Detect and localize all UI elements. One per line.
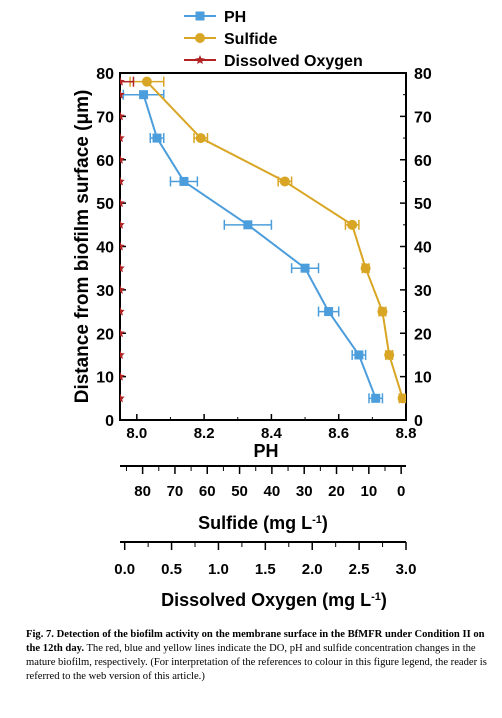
y-tick-label-left: 80 <box>96 66 114 83</box>
data-point <box>279 176 290 187</box>
sulfide-axis-label: Sulfide (mg L-1) <box>198 513 328 533</box>
data-point <box>141 76 152 87</box>
y-tick-label-left: 60 <box>96 153 114 170</box>
data-point <box>120 76 125 86</box>
sulfide-tick-label: 20 <box>328 483 345 500</box>
sulfide-tick-label: 80 <box>134 483 151 500</box>
figure-caption: Fig. 7. Detection of the biofilm activit… <box>26 628 488 684</box>
oxygen-tick-label: 0.0 <box>114 561 135 578</box>
data-point <box>120 328 125 338</box>
oxygen-tick-label: 2.0 <box>302 561 323 578</box>
y-tick-label-left: 30 <box>96 283 114 300</box>
y-tick-label-right: 70 <box>414 109 432 126</box>
data-point <box>120 371 125 381</box>
ph-tick-label: 8.0 <box>126 425 147 442</box>
legend-label: Sulfide <box>224 31 277 48</box>
sulfide-tick-label: 40 <box>264 483 281 500</box>
data-point <box>120 198 125 208</box>
series-line <box>146 80 404 399</box>
data-point <box>120 176 125 186</box>
ph-tick-label: 8.4 <box>261 425 283 442</box>
data-point <box>120 133 125 143</box>
oxygen-tick-label: 0.5 <box>161 561 182 578</box>
data-point <box>243 220 253 230</box>
y-tick-label-left: 10 <box>96 370 114 387</box>
legend-label: Dissolved Oxygen <box>224 53 363 70</box>
oxygen-tick-label: 3.0 <box>396 561 417 578</box>
data-point <box>384 349 395 360</box>
ph-tick-label: 8.2 <box>194 425 215 442</box>
data-point <box>139 90 149 100</box>
y-tick-label-left: 50 <box>96 196 114 213</box>
y-tick-label-right: 40 <box>414 240 432 257</box>
data-point <box>120 154 125 164</box>
oxygen-tick-label: 1.5 <box>255 561 276 578</box>
sulfide-tick-label: 0 <box>397 483 405 500</box>
y-tick-label-right: 80 <box>414 66 432 83</box>
y-tick-label-right: 20 <box>414 326 432 343</box>
y-tick-label-right: 10 <box>414 370 432 387</box>
series-star-group <box>120 76 135 403</box>
data-point <box>377 306 388 317</box>
data-point <box>397 393 406 404</box>
data-point <box>120 284 125 294</box>
caption-lead: Fig. 7. Detection of the biofilm activit… <box>26 629 485 654</box>
ph-tick-label: 8.8 <box>396 425 417 442</box>
series-square-group <box>122 89 384 404</box>
data-point <box>347 219 358 230</box>
y-tick-label-left: 40 <box>96 240 114 257</box>
y-tick-label-left: 70 <box>96 109 114 126</box>
sulfide-tick-label: 10 <box>360 483 377 500</box>
data-point <box>120 393 125 403</box>
y-tick-label-right: 50 <box>414 196 432 213</box>
legend-marker <box>195 55 205 65</box>
y-tick-label-left: 0 <box>105 413 114 430</box>
oxygen-tick-label: 1.0 <box>208 561 229 578</box>
sulfide-tick-label: 50 <box>231 483 248 500</box>
sulfide-unit-superscript: -1 <box>312 514 322 526</box>
sulfide-tick-label: 70 <box>167 483 184 500</box>
data-point <box>120 306 125 316</box>
series-line <box>142 94 377 399</box>
y-tick-label-left: 20 <box>96 326 114 343</box>
data-point <box>354 350 364 360</box>
y-tick-label-right: 60 <box>414 153 432 170</box>
data-point <box>152 133 162 143</box>
legend-marker <box>195 11 205 21</box>
y-tick-label-right: 30 <box>414 283 432 300</box>
data-point <box>371 393 381 403</box>
legend-marker <box>195 33 205 43</box>
data-point <box>195 133 206 144</box>
data-point <box>179 176 189 186</box>
sulfide-tick-label: 60 <box>199 483 216 500</box>
y-axis-label: Distance from biofilm surface (μm) <box>72 90 93 404</box>
sulfide-tick-label: 30 <box>296 483 313 500</box>
data-point <box>120 219 125 229</box>
data-point <box>324 307 334 317</box>
ph-tick-label: 8.6 <box>328 425 349 442</box>
data-point <box>300 263 310 273</box>
data-point <box>120 89 125 99</box>
y-tick-label-right: 0 <box>414 413 423 430</box>
data-point <box>120 241 125 251</box>
series-circle-group <box>129 76 406 404</box>
legend-label: PH <box>224 9 246 26</box>
oxygen-unit-superscript: -1 <box>371 591 381 603</box>
caption-body: The red, blue and yellow lines indicate … <box>26 643 487 682</box>
data-point <box>120 111 125 121</box>
oxygen-tick-label: 2.5 <box>349 561 370 578</box>
oxygen-axis-label: Dissolved Oxygen (mg L-1) <box>161 590 387 610</box>
data-point <box>120 263 125 273</box>
data-point <box>120 349 125 359</box>
ph-axis-label: PH <box>253 441 278 461</box>
data-point <box>360 263 371 274</box>
